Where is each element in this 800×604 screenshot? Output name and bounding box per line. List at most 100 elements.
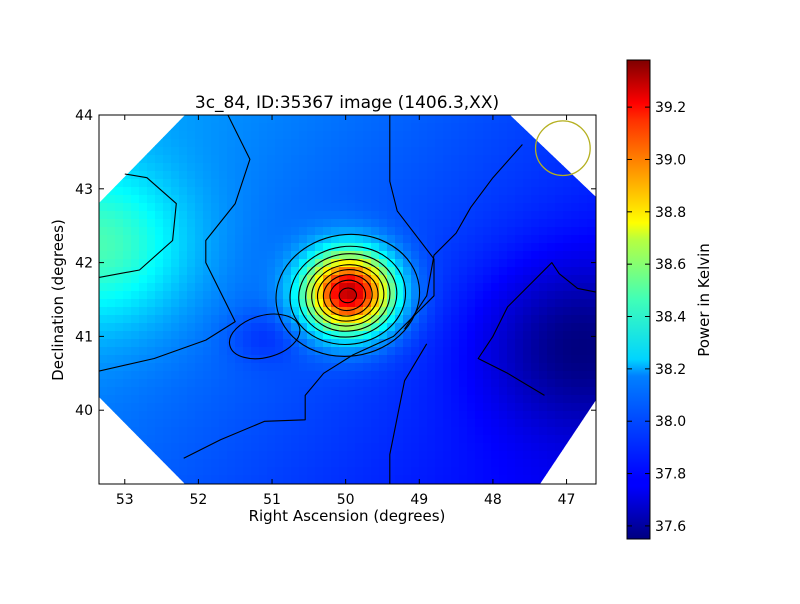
heatmap-cell	[403, 179, 412, 188]
heatmap-cell	[443, 147, 452, 156]
heatmap-cell	[171, 195, 180, 204]
heatmap-cell	[195, 283, 204, 292]
heatmap-cell	[379, 139, 388, 148]
heatmap-cell	[179, 259, 188, 268]
heatmap-cell	[355, 115, 364, 124]
heatmap-cell	[323, 283, 332, 292]
heatmap-cell	[507, 211, 516, 220]
heatmap-cell	[275, 379, 284, 388]
heatmap-cell	[435, 467, 444, 476]
heatmap-cell	[339, 267, 348, 276]
heatmap-cell	[99, 379, 108, 388]
heatmap-cell	[347, 291, 356, 300]
heatmap-cell	[203, 435, 212, 444]
x-tick-label: 50	[337, 492, 355, 508]
heatmap-cell	[99, 283, 108, 292]
heatmap-cell	[523, 251, 532, 260]
heatmap-cell	[539, 139, 548, 148]
heatmap-cell	[99, 323, 108, 332]
heatmap-cell	[459, 131, 468, 140]
heatmap-cell	[531, 291, 540, 300]
heatmap-cell	[539, 235, 548, 244]
colorbar-tick-label: 37.6	[655, 519, 686, 535]
heatmap-cell	[187, 467, 196, 476]
heatmap-cell	[515, 115, 524, 124]
heatmap-cell	[267, 291, 276, 300]
heatmap-cell	[155, 163, 164, 172]
heatmap-cell	[219, 323, 228, 332]
heatmap-cell	[131, 211, 140, 220]
heatmap-cell	[171, 475, 180, 484]
heatmap-cell	[451, 307, 460, 316]
heatmap-cell	[395, 435, 404, 444]
heatmap-cell	[579, 195, 588, 204]
heatmap-cell	[243, 323, 252, 332]
heatmap-cell	[515, 139, 524, 148]
heatmap-cell	[435, 131, 444, 140]
colorbar-tick-label: 39.0	[655, 152, 686, 168]
heatmap-cell	[475, 427, 484, 436]
heatmap-cell	[363, 467, 372, 476]
heatmap-cell	[563, 451, 572, 460]
heatmap-cell	[395, 347, 404, 356]
heatmap-cell	[155, 155, 164, 164]
heatmap-cell	[435, 155, 444, 164]
heatmap-cell	[403, 419, 412, 428]
heatmap-cell	[307, 283, 316, 292]
heatmap-cell	[451, 347, 460, 356]
heatmap-cell	[467, 443, 476, 452]
heatmap-cell	[275, 371, 284, 380]
heatmap-cell	[499, 379, 508, 388]
heatmap-cell	[507, 427, 516, 436]
heatmap-cell	[131, 419, 140, 428]
heatmap-cell	[123, 227, 132, 236]
heatmap-cell	[99, 419, 108, 428]
colorbar-tick-label: 39.2	[655, 100, 686, 116]
heatmap-cell	[123, 435, 132, 444]
heatmap-cell	[267, 379, 276, 388]
heatmap-cell	[491, 459, 500, 468]
heatmap-cell	[259, 243, 268, 252]
heatmap-cell	[323, 235, 332, 244]
heatmap-cell	[291, 195, 300, 204]
heatmap-cell	[267, 179, 276, 188]
heatmap-cell	[555, 339, 564, 348]
heatmap-cell	[491, 211, 500, 220]
heatmap-cell	[459, 339, 468, 348]
heatmap-cell	[531, 179, 540, 188]
heatmap-cell	[203, 243, 212, 252]
heatmap-cell	[291, 339, 300, 348]
heatmap-cell	[531, 459, 540, 468]
heatmap-cell	[323, 403, 332, 412]
heatmap-cell	[227, 299, 236, 308]
heatmap-cell	[251, 211, 260, 220]
heatmap-cell	[371, 371, 380, 380]
heatmap-cell	[347, 467, 356, 476]
heatmap-cell	[147, 203, 156, 212]
heatmap-cell	[363, 291, 372, 300]
contour-line	[289, 245, 407, 346]
heatmap-cell	[275, 419, 284, 428]
heatmap-cell	[123, 387, 132, 396]
heatmap-cell	[251, 251, 260, 260]
heatmap-cell	[163, 267, 172, 276]
heatmap-cell	[99, 179, 108, 188]
heatmap-cell	[219, 251, 228, 260]
heatmap-cell	[195, 395, 204, 404]
heatmap-cell	[451, 395, 460, 404]
heatmap-cell	[467, 459, 476, 468]
heatmap-cell	[227, 459, 236, 468]
heatmap-cell	[251, 299, 260, 308]
heatmap-cell	[499, 403, 508, 412]
heatmap-cell	[115, 155, 124, 164]
heatmap-cell	[155, 131, 164, 140]
heatmap-cell	[307, 467, 316, 476]
heatmap-cell	[315, 443, 324, 452]
heatmap-cell	[163, 467, 172, 476]
heatmap-cell	[443, 395, 452, 404]
heatmap-cell	[363, 275, 372, 284]
heatmap-cell	[315, 435, 324, 444]
heatmap-cell	[515, 451, 524, 460]
heatmap-cell	[155, 291, 164, 300]
heatmap-cell	[507, 315, 516, 324]
